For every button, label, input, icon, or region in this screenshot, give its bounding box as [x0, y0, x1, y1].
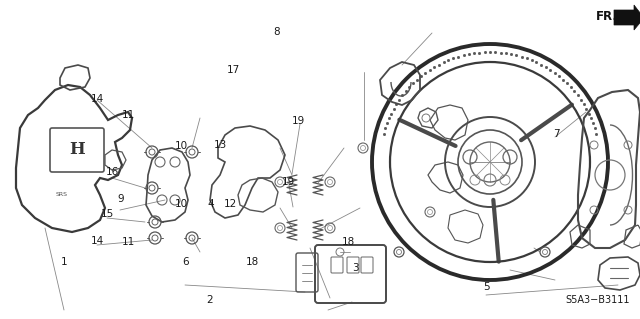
- Text: 19: 19: [292, 116, 305, 126]
- Text: 11: 11: [122, 110, 134, 120]
- Text: 3: 3: [352, 263, 358, 273]
- Text: 18: 18: [246, 256, 259, 267]
- Text: 10: 10: [175, 141, 188, 151]
- Text: 1: 1: [61, 256, 67, 267]
- Text: 7: 7: [554, 129, 560, 139]
- Text: 8: 8: [273, 27, 280, 37]
- Text: 10: 10: [175, 199, 188, 209]
- Text: 16: 16: [106, 167, 118, 177]
- Text: S5A3−B3111: S5A3−B3111: [566, 295, 630, 305]
- Text: 18: 18: [342, 237, 355, 248]
- Text: 9: 9: [117, 194, 124, 204]
- Text: 19: 19: [282, 177, 294, 187]
- Text: 15: 15: [101, 209, 114, 219]
- Text: 17: 17: [227, 65, 240, 75]
- Text: 12: 12: [224, 199, 237, 209]
- Text: 5: 5: [483, 282, 490, 292]
- Polygon shape: [614, 5, 640, 30]
- Text: H: H: [69, 142, 85, 159]
- Text: 2: 2: [207, 295, 213, 305]
- Text: 13: 13: [214, 140, 227, 150]
- Text: FR.: FR.: [596, 10, 618, 23]
- Text: 11: 11: [122, 237, 134, 248]
- Text: 6: 6: [182, 256, 189, 267]
- Text: 4: 4: [208, 199, 214, 209]
- Text: SRS: SRS: [56, 192, 68, 197]
- Text: 14: 14: [92, 94, 104, 104]
- Text: 14: 14: [92, 236, 104, 246]
